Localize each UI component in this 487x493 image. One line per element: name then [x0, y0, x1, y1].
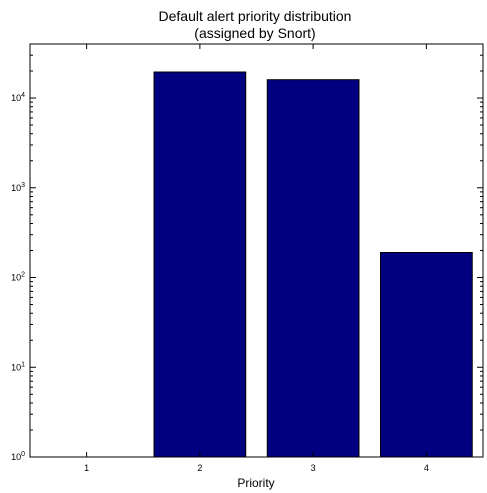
ticks-layer: 1 2 3 4 100 101 102 103 104 [11, 44, 483, 473]
bar-priority-3 [266, 79, 360, 458]
y-tick-label: 102 [11, 272, 25, 283]
x-axis-label: Priority [237, 476, 274, 490]
bar-priority-4 [380, 252, 473, 458]
x-tick-label: 1 [84, 463, 89, 473]
y-tick-label: 100 [11, 451, 25, 462]
x-tick-label: 3 [311, 463, 316, 473]
y-tick-label: 101 [11, 361, 25, 372]
chart-title-line-1: Default alert priority distribution [159, 8, 352, 24]
y-tick-label: 103 [11, 182, 25, 193]
y-tick-label: 104 [11, 92, 25, 103]
bar-priority-2 [153, 71, 247, 458]
x-tick-label: 4 [424, 463, 429, 473]
x-tick-label: 2 [197, 463, 202, 473]
bars-layer [153, 71, 473, 458]
chart-title-line-2: (assigned by Snort) [194, 25, 315, 41]
